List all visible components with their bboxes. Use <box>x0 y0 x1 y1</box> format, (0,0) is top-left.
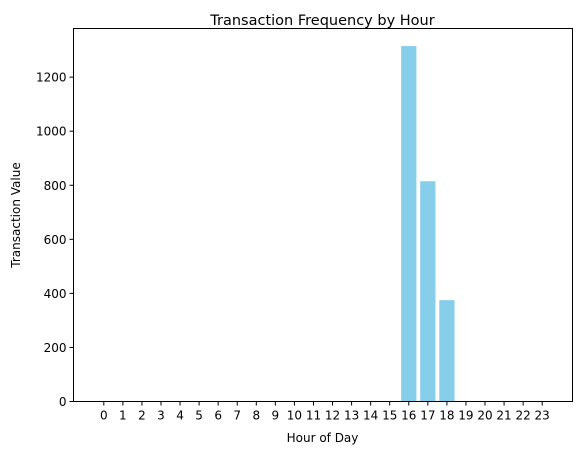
x-tick-label-5: 5 <box>195 409 203 423</box>
x-tick-label-20: 20 <box>477 409 492 423</box>
chart-title: Transaction Frequency by Hour <box>209 13 434 29</box>
y-axis-label: Transaction Value <box>9 162 23 268</box>
x-tick-label-19: 19 <box>458 409 473 423</box>
x-tick-label-17: 17 <box>420 409 435 423</box>
x-tick-label-6: 6 <box>214 409 222 423</box>
x-axis-label: Hour of Day <box>287 431 359 445</box>
y-tick-label-0: 0 <box>59 395 67 409</box>
x-tick-label-15: 15 <box>382 409 397 423</box>
y-tick-label-1000: 1000 <box>36 125 67 139</box>
x-tick-label-16: 16 <box>401 409 416 423</box>
x-tick-label-18: 18 <box>439 409 454 423</box>
bar-hour-16 <box>401 46 417 402</box>
x-tick-label-8: 8 <box>252 409 260 423</box>
x-tick-label-22: 22 <box>515 409 530 423</box>
plot-frame <box>73 28 573 402</box>
x-tick-label-10: 10 <box>287 409 302 423</box>
x-tick-label-9: 9 <box>272 409 280 423</box>
y-axis: 0 200 400 600 800 1000 1200 <box>36 71 74 409</box>
y-tick-label-1200: 1200 <box>36 71 67 85</box>
bars-group <box>401 46 455 402</box>
x-tick-label-4: 4 <box>176 409 184 423</box>
x-tick-label-13: 13 <box>344 409 359 423</box>
x-tick-label-1: 1 <box>119 409 127 423</box>
x-axis: 0 1 2 3 4 5 6 7 8 9 10 11 12 13 14 15 16 17 18 19 20 21 22 23 <box>100 401 550 423</box>
x-tick-label-0: 0 <box>100 409 108 423</box>
x-tick-label-14: 14 <box>363 409 378 423</box>
x-tick-label-7: 7 <box>233 409 241 423</box>
y-tick-label-800: 800 <box>44 179 67 193</box>
x-tick-label-12: 12 <box>325 409 340 423</box>
x-tick-label-11: 11 <box>306 409 321 423</box>
bar-hour-17 <box>420 181 436 402</box>
y-tick-label-400: 400 <box>44 287 67 301</box>
x-tick-label-23: 23 <box>535 409 550 423</box>
x-tick-label-2: 2 <box>138 409 146 423</box>
bar-hour-18 <box>439 300 455 402</box>
x-tick-label-21: 21 <box>496 409 511 423</box>
x-tick-label-3: 3 <box>157 409 165 423</box>
y-tick-label-600: 600 <box>44 233 67 247</box>
y-tick-label-200: 200 <box>44 341 67 355</box>
